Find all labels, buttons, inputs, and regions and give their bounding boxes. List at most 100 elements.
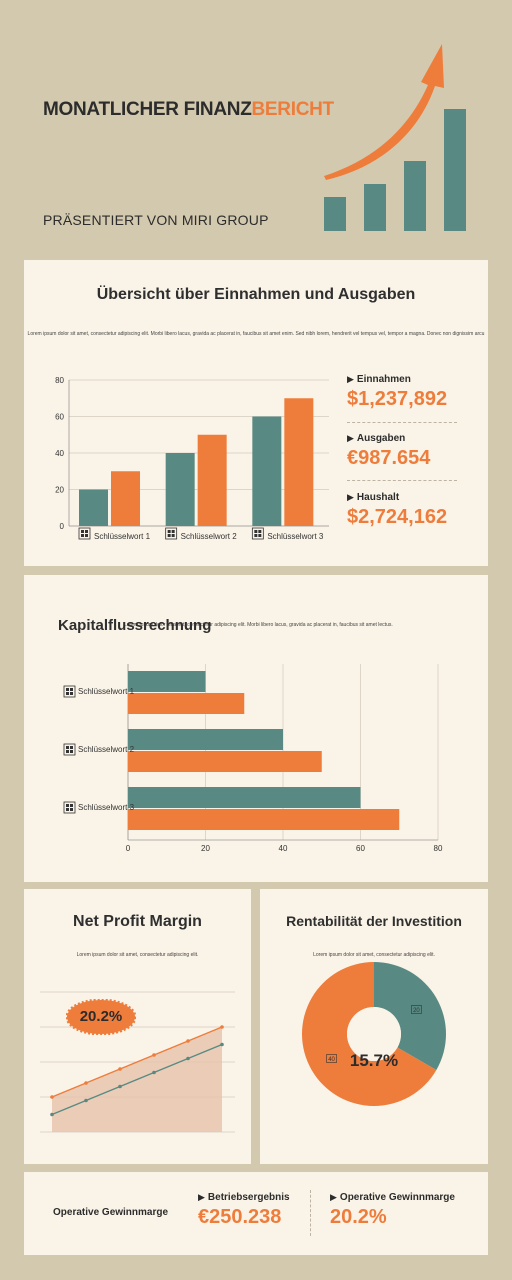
roi-title: Rentabilität der Investition bbox=[286, 913, 462, 929]
bar bbox=[128, 787, 361, 808]
npm-card: Net Profit Margin Lorem ipsum dolor sit … bbox=[24, 889, 251, 1164]
bar bbox=[197, 434, 227, 526]
x-tick-label: 0 bbox=[126, 844, 131, 853]
cashflow-title: Kapitalflussrechnung bbox=[58, 617, 212, 634]
roi-card: Rentabilität der Investition Lorem ipsum… bbox=[260, 889, 488, 1164]
bar bbox=[128, 671, 206, 692]
stat-budget-label: Haushalt bbox=[356, 492, 400, 503]
slice-label: 20 bbox=[413, 1008, 420, 1014]
stat-budget: ▶ Haushalt $2,724,162 bbox=[347, 492, 459, 529]
y-tick-label: Schlüsselwort 2 bbox=[78, 745, 135, 754]
data-point bbox=[152, 1053, 156, 1057]
data-point bbox=[118, 1084, 122, 1089]
npm-badge-value: 20.2% bbox=[79, 1008, 123, 1025]
slice-label-box bbox=[326, 1054, 337, 1063]
triangle-right-icon: ▶ bbox=[347, 374, 354, 384]
keyword-icon bbox=[78, 527, 91, 540]
slice-label-box bbox=[411, 1005, 422, 1014]
bar bbox=[284, 398, 314, 526]
donut-hole bbox=[347, 1007, 401, 1061]
triangle-right-icon: ▶ bbox=[347, 492, 354, 502]
bar bbox=[79, 489, 108, 526]
y-tick-label: 60 bbox=[55, 413, 64, 422]
x-tick-label: Schlüsselwort 1 bbox=[94, 532, 151, 541]
report-title-part1: MONATLICHER FINANZ bbox=[43, 99, 252, 120]
overview-title: Übersicht über Einnahmen und Ausgaben bbox=[96, 286, 416, 303]
x-tick-label: 60 bbox=[356, 844, 365, 853]
data-point bbox=[152, 1070, 156, 1075]
footer-stat-1-value: 20.2% bbox=[330, 1206, 387, 1228]
x-tick-label: 20 bbox=[201, 844, 210, 853]
keyword-icon bbox=[63, 801, 76, 814]
data-point bbox=[50, 1095, 54, 1099]
y-tick-label: 0 bbox=[60, 522, 65, 531]
overview-lorem: Lorem ipsum dolor sit amet, consectetur … bbox=[27, 331, 485, 337]
stat-income-value: $1,237,892 bbox=[347, 388, 448, 410]
footer-card: Operative Gewinnmarge ▶ Betriebsergebnis … bbox=[24, 1172, 488, 1255]
divider bbox=[347, 480, 457, 481]
footer-stat-operating-result: ▶ Betriebsergebnis €250.238 bbox=[198, 1192, 290, 1229]
y-tick-label: 80 bbox=[55, 376, 64, 385]
footer-stat-operating-margin: ▶ Operative Gewinnmarge 20.2% bbox=[330, 1192, 455, 1229]
cashflow-card: Lorem ipsum dolor sit amet, consectetur … bbox=[24, 575, 488, 882]
series-line bbox=[51, 1026, 223, 1098]
data-point bbox=[186, 1039, 190, 1043]
triangle-right-icon: ▶ bbox=[347, 433, 354, 443]
stat-expense-label: Ausgaben bbox=[356, 433, 406, 444]
x-tick-label: 40 bbox=[279, 844, 288, 853]
slice-label: 40 bbox=[328, 1057, 335, 1063]
footer-stat-0-label: Betriebsergebnis bbox=[207, 1192, 290, 1203]
data-point bbox=[84, 1098, 88, 1103]
cashflow-lorem: Lorem ipsum dolor sit amet, consectetur … bbox=[124, 622, 393, 628]
series-line bbox=[51, 1043, 223, 1116]
footer-label: Operative Gewinnmarge bbox=[53, 1207, 169, 1218]
y-tick-label: Schlüsselwort 1 bbox=[78, 687, 135, 696]
income-expense-bar-chart: 0 20 40 60 80 Schlüsselwort 1 Schlüsselwort 2 S… bbox=[55, 376, 329, 541]
roi-center-value: 15.7% bbox=[349, 1051, 399, 1070]
report-title-part2: BERICHT bbox=[251, 99, 335, 120]
bar bbox=[128, 809, 400, 830]
triangle-right-icon: ▶ bbox=[198, 1192, 205, 1202]
cashflow-bar-chart: 0 20 40 60 80 Schlüsselwort 1 Schlüsselwort 2 S… bbox=[63, 664, 443, 853]
bar bbox=[165, 453, 195, 526]
bar bbox=[128, 751, 322, 772]
y-tick-label: 20 bbox=[55, 486, 64, 495]
overview-stats: ▶ Einnahmen $1,237,892 bbox=[347, 374, 459, 411]
stat-budget-value: $2,724,162 bbox=[347, 506, 448, 528]
keyword-icon bbox=[63, 743, 76, 756]
bar bbox=[128, 693, 245, 714]
data-point bbox=[220, 1042, 224, 1047]
stat-income-label: Einnahmen bbox=[356, 374, 411, 385]
x-tick-label: Schlüsselwort 2 bbox=[181, 532, 238, 541]
bar bbox=[111, 471, 140, 526]
bar bbox=[252, 416, 282, 526]
stat-income: ▶ Einnahmen $1,237,892 bbox=[347, 374, 459, 411]
footer-stat-0-value: €250.238 bbox=[198, 1206, 282, 1228]
stat-expense-value: €987.654 bbox=[347, 447, 431, 469]
x-tick-label: Schlüsselwort 3 bbox=[267, 532, 324, 541]
report-subtitle: PRÄSENTIERT VON MIRI GROUP bbox=[43, 212, 269, 228]
badge-burst-shape bbox=[66, 999, 136, 1035]
report-title: MONATLICHER FINANZBERICHT bbox=[43, 99, 334, 121]
data-point bbox=[50, 1112, 54, 1117]
data-point bbox=[84, 1081, 88, 1085]
footer-stat-1-label: Operative Gewinnmarge bbox=[339, 1192, 455, 1203]
x-tick-label: 80 bbox=[434, 844, 443, 853]
npm-badge: 20.2% bbox=[66, 999, 136, 1035]
data-point bbox=[118, 1067, 122, 1071]
overview-card: Übersicht über Einnahmen und Ausgaben Lo… bbox=[24, 260, 488, 566]
triangle-right-icon: ▶ bbox=[330, 1192, 337, 1202]
npm-lorem: Lorem ipsum dolor sit amet, consectetur … bbox=[76, 952, 199, 958]
donut-slice bbox=[302, 962, 437, 1106]
keyword-icon bbox=[165, 527, 178, 540]
divider bbox=[347, 422, 457, 423]
y-tick-label: Schlüsselwort 3 bbox=[78, 803, 135, 812]
y-tick-label: 40 bbox=[55, 449, 64, 458]
data-point bbox=[186, 1056, 190, 1061]
roi-lorem: Lorem ipsum dolor sit amet, consectetur … bbox=[313, 952, 435, 958]
data-point bbox=[220, 1025, 224, 1029]
bar bbox=[128, 729, 283, 750]
npm-line-chart bbox=[40, 991, 235, 1133]
divider bbox=[310, 1190, 311, 1236]
